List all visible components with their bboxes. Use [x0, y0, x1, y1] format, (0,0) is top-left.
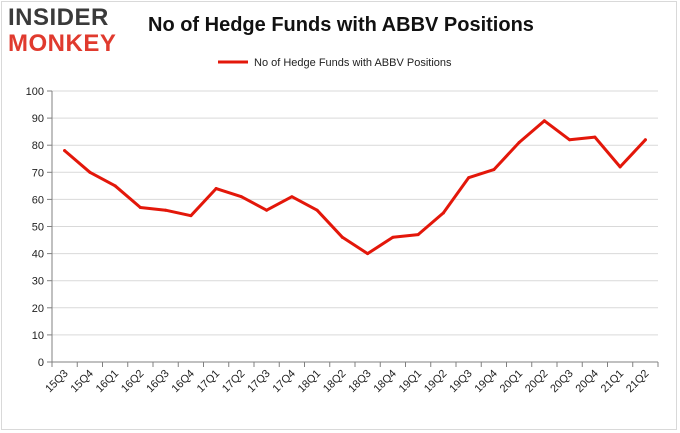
x-tick-label: 20Q4: [573, 368, 601, 396]
x-tick-label: 16Q3: [144, 368, 172, 396]
data-point: [441, 211, 445, 215]
y-tick-label: 0: [38, 357, 44, 369]
x-tick-label: 19Q3: [447, 368, 475, 396]
y-tick-label: 80: [32, 140, 44, 152]
data-point: [492, 168, 496, 172]
data-point: [391, 235, 395, 239]
y-tick-label: 30: [32, 276, 44, 288]
y-tick-label: 60: [32, 194, 44, 206]
x-axis-ticks: 15Q315Q416Q116Q216Q316Q417Q117Q217Q317Q4…: [43, 362, 659, 396]
data-point: [214, 187, 218, 191]
x-tick-label: 19Q4: [472, 368, 500, 396]
legend: No of Hedge Funds with ABBV Positions: [218, 57, 452, 69]
data-point: [88, 170, 92, 174]
x-tick-label: 17Q2: [220, 368, 248, 396]
x-tick-label: 16Q4: [169, 368, 197, 396]
data-point: [366, 252, 370, 256]
logo-line-insider: INSIDER: [8, 4, 109, 31]
data-point: [290, 195, 294, 199]
data-point: [138, 206, 142, 210]
data-point: [643, 138, 647, 142]
gridlines: [52, 90, 658, 336]
x-tick-label: 15Q4: [68, 368, 96, 396]
y-tick-label: 10: [32, 330, 44, 342]
insider-monkey-logo: INSIDER MONKEY: [8, 6, 128, 56]
data-point: [113, 184, 117, 188]
data-point: [416, 233, 420, 237]
y-tick-label: 40: [32, 249, 44, 261]
x-tick-label: 18Q1: [296, 368, 324, 396]
x-tick-label: 20Q3: [548, 368, 576, 396]
x-tick-label: 18Q2: [321, 368, 349, 396]
x-tick-label: 19Q2: [422, 368, 450, 396]
data-point: [164, 208, 168, 212]
data-point: [618, 165, 622, 169]
data-point: [315, 208, 319, 212]
x-tick-label: 17Q1: [195, 368, 223, 396]
data-point: [239, 195, 243, 199]
data-point: [467, 176, 471, 180]
x-tick-label: 21Q2: [624, 368, 652, 396]
data-point: [63, 149, 67, 153]
x-tick-label: 15Q3: [43, 368, 71, 396]
y-tick-label: 50: [32, 222, 44, 234]
data-point: [542, 119, 546, 123]
x-tick-label: 18Q3: [346, 368, 374, 396]
y-tick-label: 100: [26, 86, 44, 98]
data-point: [593, 135, 597, 139]
x-tick-label: 20Q2: [523, 368, 551, 396]
x-tick-label: 17Q4: [270, 368, 298, 396]
data-point: [265, 208, 269, 212]
x-tick-label: 20Q1: [498, 368, 526, 396]
logo-line-monkey: MONKEY: [8, 30, 117, 57]
x-tick-label: 21Q1: [599, 368, 627, 396]
series-line-0: [63, 119, 647, 256]
data-point: [568, 138, 572, 142]
y-axis-ticks: 0 10 20 30 40 50 60 70 80 90 100: [26, 86, 52, 369]
data-point: [517, 140, 521, 144]
y-tick-label: 70: [32, 167, 44, 179]
x-tick-label: 16Q2: [119, 368, 147, 396]
chart-title: No of Hedge Funds with ABBV Positions: [148, 14, 534, 36]
data-point: [340, 235, 344, 239]
legend-label: No of Hedge Funds with ABBV Positions: [254, 57, 452, 69]
x-tick-label: 19Q1: [397, 368, 425, 396]
data-point: [189, 214, 193, 218]
x-tick-label: 17Q3: [245, 368, 273, 396]
series-group: [63, 119, 647, 256]
x-tick-label: 18Q4: [371, 368, 399, 396]
x-tick-label: 16Q1: [94, 368, 122, 396]
y-tick-label: 90: [32, 113, 44, 125]
y-tick-label: 20: [32, 303, 44, 315]
